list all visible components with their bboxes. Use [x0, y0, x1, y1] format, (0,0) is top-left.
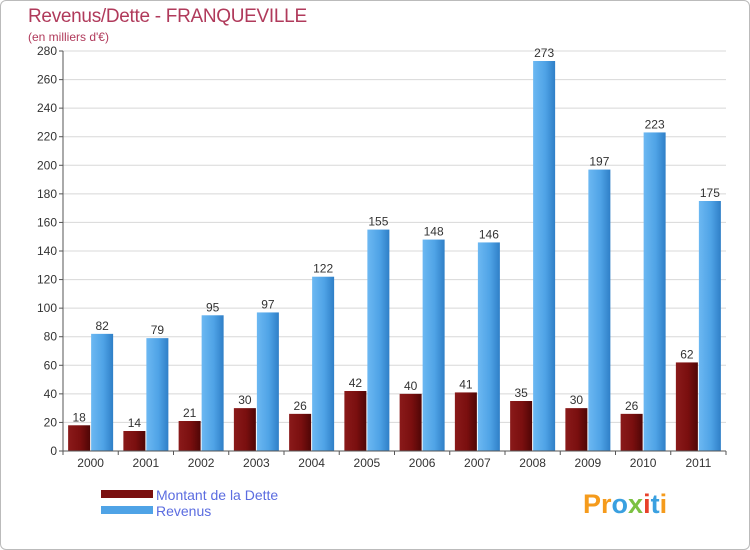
bar-revenus-2001 [146, 338, 169, 451]
x-tick-label: 2005 [354, 456, 381, 470]
data-label-revenus-2006: 148 [424, 225, 444, 239]
y-tick-label: 140 [37, 244, 57, 258]
bar-revenus-2010 [643, 132, 666, 451]
data-label-debt-2008: 35 [514, 386, 528, 400]
data-label-revenus-2000: 82 [95, 319, 109, 333]
bar-revenus-2006 [422, 239, 445, 451]
bar-debt-2006 [399, 393, 422, 451]
bar-debt-2010 [620, 413, 643, 451]
x-tick-label: 2001 [133, 456, 160, 470]
legend-label-dette: Montant de la Dette [156, 487, 279, 503]
data-label-revenus-2003: 97 [261, 297, 275, 311]
data-label-debt-2009: 30 [570, 393, 584, 407]
data-label-revenus-2001: 79 [151, 323, 165, 337]
data-label-debt-2000: 18 [72, 410, 86, 424]
x-tick-label: 2011 [685, 456, 711, 470]
logo-letter: o [611, 489, 629, 519]
bar-debt-2003 [233, 408, 256, 451]
bar-debt-2000 [68, 425, 91, 451]
data-label-revenus-2010: 223 [645, 117, 665, 131]
logo-letter: x [628, 489, 644, 519]
x-tick-label: 2010 [630, 456, 657, 470]
y-tick-label: 40 [44, 387, 58, 401]
bar-revenus-2000 [91, 333, 114, 451]
x-tick-label: 2004 [298, 456, 325, 470]
data-label-revenus-2007: 146 [479, 227, 499, 241]
bar-debt-2005 [344, 391, 367, 451]
logo-letter: i [643, 489, 651, 519]
data-label-debt-2010: 26 [625, 399, 639, 413]
data-label-revenus-2008: 273 [534, 46, 554, 60]
logo-letter: r [601, 489, 612, 519]
logo-letter: P [583, 489, 602, 519]
data-label-debt-2006: 40 [404, 379, 418, 393]
data-label-debt-2005: 42 [349, 376, 363, 390]
data-label-debt-2011: 62 [680, 347, 694, 361]
bar-debt-2011 [675, 362, 698, 451]
x-tick-label: 2000 [77, 456, 104, 470]
chart-subtitle: (en milliers d'€) [28, 30, 109, 44]
bar-debt-2008 [510, 401, 533, 451]
y-tick-label: 80 [44, 330, 58, 344]
y-tick-label: 100 [37, 301, 57, 315]
bar-revenus-2002 [201, 315, 224, 451]
bar-debt-2007 [454, 392, 477, 451]
data-label-debt-2002: 21 [183, 406, 197, 420]
bar-revenus-2007 [477, 242, 500, 451]
data-label-debt-2004: 26 [293, 399, 307, 413]
data-label-revenus-2011: 175 [700, 186, 720, 200]
y-tick-label: 120 [37, 273, 57, 287]
bar-revenus-2008 [533, 61, 556, 451]
bar-debt-2002 [178, 421, 201, 451]
x-tick-label: 2006 [409, 456, 436, 470]
data-label-revenus-2002: 95 [206, 300, 220, 314]
y-tick-label: 240 [37, 101, 57, 115]
data-label-debt-2001: 14 [128, 416, 142, 430]
bar-revenus-2004 [312, 276, 335, 451]
bar-debt-2001 [123, 431, 146, 451]
logo-letter: t [650, 489, 660, 519]
x-tick-label: 2008 [519, 456, 546, 470]
bar-debt-2009 [565, 408, 588, 451]
x-tick-label: 2009 [575, 456, 602, 470]
bar-revenus-2009 [588, 169, 611, 452]
chart-title: Revenus/Dette - FRANQUEVILLE [28, 6, 307, 27]
data-label-revenus-2004: 122 [313, 262, 333, 276]
y-tick-label: 20 [44, 415, 58, 429]
data-label-revenus-2009: 197 [589, 155, 609, 169]
logo-letter: i [659, 489, 668, 519]
proxiti-logo: Proxiti [583, 489, 667, 520]
legend-swatch-revenus [101, 506, 153, 514]
y-tick-label: 280 [37, 44, 57, 58]
data-label-revenus-2005: 155 [368, 215, 388, 229]
x-tick-label: 2007 [464, 456, 491, 470]
y-tick-label: 260 [37, 73, 57, 87]
y-tick-label: 200 [37, 158, 57, 172]
bar-debt-2004 [289, 413, 312, 451]
y-tick-label: 180 [37, 187, 57, 201]
data-label-debt-2003: 30 [238, 393, 252, 407]
bar-revenus-2005 [367, 229, 390, 451]
y-tick-label: 220 [37, 130, 57, 144]
legend-label-revenus: Revenus [156, 503, 212, 519]
x-tick-label: 2003 [243, 456, 270, 470]
bar-revenus-2011 [698, 201, 721, 451]
bar-revenus-2003 [256, 312, 279, 451]
y-tick-label: 0 [50, 444, 57, 458]
x-tick-label: 2002 [188, 456, 215, 470]
legend-swatch-dette [101, 490, 153, 498]
data-label-debt-2007: 41 [459, 377, 473, 391]
y-tick-label: 60 [44, 358, 58, 372]
y-tick-label: 160 [37, 215, 57, 229]
